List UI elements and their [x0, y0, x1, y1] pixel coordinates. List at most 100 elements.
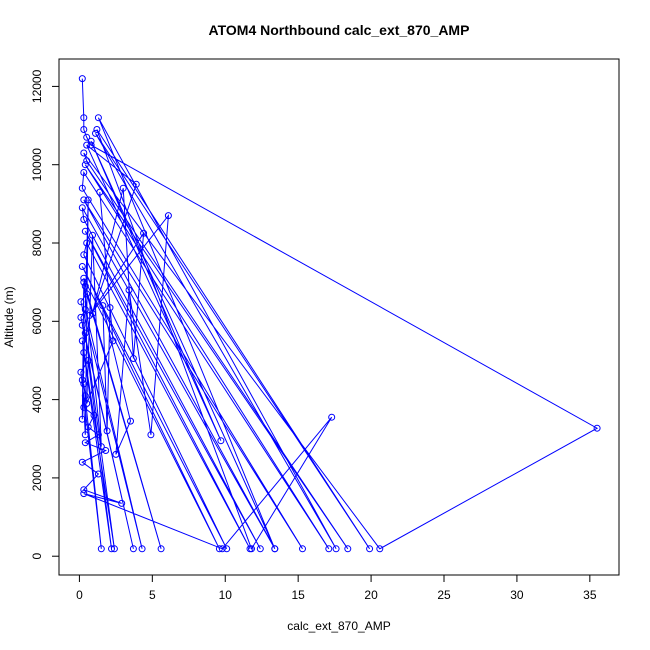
- data-point: [344, 545, 352, 553]
- data-point: [83, 141, 91, 149]
- data-point: [81, 439, 89, 447]
- data-point: [84, 423, 92, 431]
- data-point: [593, 424, 601, 432]
- data-series: [77, 75, 601, 553]
- data-point: [140, 229, 148, 237]
- data-point: [94, 114, 102, 122]
- data-point: [97, 545, 105, 553]
- data-point: [157, 545, 165, 553]
- data-point: [217, 437, 225, 445]
- data-point: [248, 545, 255, 553]
- data-point: [80, 274, 88, 282]
- data-point: [78, 321, 86, 329]
- data-point: [138, 545, 146, 553]
- y-tick-label: 4000: [30, 386, 44, 413]
- data-point: [99, 302, 107, 310]
- data-point: [81, 431, 89, 439]
- x-tick-label: 10: [219, 588, 233, 602]
- data-point: [83, 157, 91, 165]
- data-point: [81, 392, 89, 400]
- chart-title: ATOM4 Northbound calc_ext_870_AMP: [209, 22, 470, 38]
- data-point: [83, 400, 91, 407]
- data-point: [119, 184, 127, 192]
- series-line: [80, 78, 599, 550]
- data-point: [328, 413, 336, 421]
- data-point: [80, 114, 88, 122]
- data-point: [83, 239, 91, 247]
- data-point: [118, 499, 126, 507]
- data-point: [110, 545, 118, 553]
- data-point: [218, 545, 226, 553]
- data-point: [80, 278, 88, 286]
- y-tick-label: 0: [30, 553, 44, 560]
- data-point: [164, 212, 172, 220]
- data-point: [132, 180, 140, 188]
- x-axis-label: calc_ext_870_AMP: [287, 619, 390, 633]
- data-point: [86, 311, 94, 319]
- x-tick-label: 30: [510, 588, 524, 602]
- data-point: [84, 196, 92, 204]
- data-point: [78, 415, 86, 423]
- data-point: [87, 137, 95, 145]
- data-point: [94, 470, 102, 478]
- data-point: [376, 545, 384, 553]
- data-point: [108, 545, 115, 553]
- data-point: [127, 417, 134, 425]
- data-point: [77, 368, 85, 376]
- data-point: [84, 357, 92, 364]
- data-point: [90, 411, 98, 419]
- data-point: [125, 286, 133, 294]
- data-point: [77, 298, 85, 306]
- data-point: [80, 149, 88, 157]
- data-point: [78, 263, 86, 270]
- data-point: [83, 290, 91, 298]
- data-point: [299, 545, 306, 553]
- data-point: [106, 304, 114, 312]
- data-point: [112, 450, 120, 458]
- data-point: [92, 129, 99, 137]
- x-tick-label: 0: [76, 588, 83, 602]
- data-point: [215, 545, 223, 553]
- data-point: [77, 313, 85, 321]
- data-point: [81, 329, 89, 337]
- y-tick-label: 8000: [30, 229, 44, 256]
- data-point: [80, 251, 88, 259]
- y-tick-label: 12000: [30, 69, 44, 103]
- data-point: [78, 184, 86, 192]
- data-point: [93, 126, 101, 133]
- y-tick-label: 10000: [30, 148, 44, 182]
- data-point: [80, 380, 88, 388]
- plot-frame: [58, 58, 620, 576]
- x-tick-label: 20: [364, 588, 378, 602]
- data-point: [96, 188, 104, 196]
- data-point: [80, 490, 88, 498]
- data-point: [78, 204, 86, 212]
- data-point: [366, 545, 374, 553]
- data-point: [78, 75, 86, 83]
- y-tick-label: 6000: [30, 308, 44, 335]
- data-point: [81, 161, 89, 169]
- data-point: [80, 196, 88, 204]
- data-point: [81, 227, 89, 235]
- data-point: [97, 443, 105, 451]
- data-point: [83, 133, 91, 141]
- data-point: [103, 427, 111, 435]
- data-point: [223, 545, 231, 553]
- x-tick-label: 25: [437, 588, 451, 602]
- data-point: [80, 169, 88, 176]
- data-point: [80, 349, 88, 357]
- y-axis: 0 2000 4000 6000 8000 10000 12000: [30, 69, 59, 560]
- x-tick-label: 15: [291, 588, 305, 602]
- data-point: [80, 216, 88, 223]
- data-point: [94, 431, 102, 439]
- data-point: [80, 486, 88, 494]
- data-point: [78, 337, 86, 345]
- data-point: [89, 231, 96, 239]
- data-point: [81, 306, 89, 314]
- data-point: [325, 545, 333, 553]
- data-point: [80, 126, 88, 133]
- data-point: [129, 545, 137, 553]
- x-axis: 0 5 10 15 20 25 30 35: [76, 575, 597, 602]
- data-point: [78, 458, 86, 466]
